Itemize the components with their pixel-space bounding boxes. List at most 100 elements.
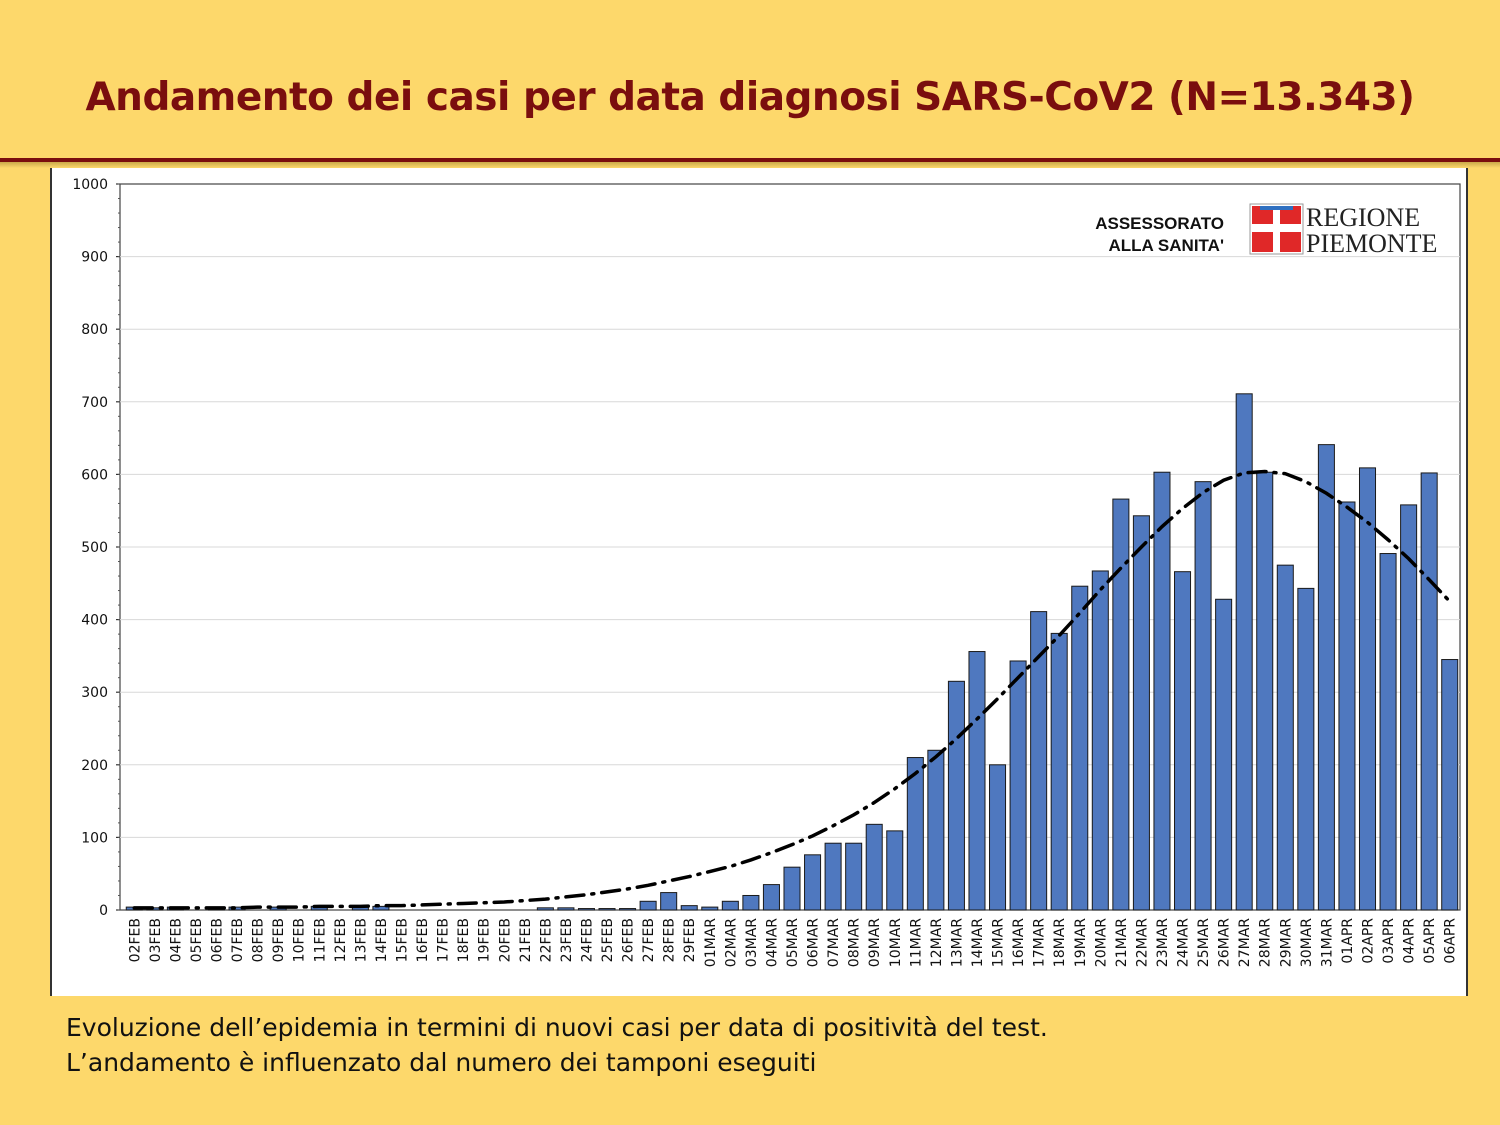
x-tick-label: 11FEB <box>312 918 328 962</box>
y-tick-label: 200 <box>81 758 108 774</box>
x-tick-label: 13FEB <box>353 918 369 962</box>
x-tick-label: 09FEB <box>271 918 287 962</box>
bar-15MAR <box>989 764 1007 911</box>
caption-line-1: Evoluzione dell’epidemia in termini di n… <box>66 1013 1048 1042</box>
x-tick-label: 25FEB <box>600 918 616 962</box>
bar-06APR <box>1441 659 1459 911</box>
bar-10MAR <box>886 830 904 911</box>
bar-27FEB <box>639 900 657 911</box>
y-tick-label: 0 <box>99 903 108 919</box>
caption-line-2: L’andamento è influenzato dal numero dei… <box>66 1048 817 1077</box>
x-tick-label: 02MAR <box>723 918 739 967</box>
x-tick-label: 05MAR <box>785 918 801 967</box>
x-tick-label: 09MAR <box>867 918 883 967</box>
x-tick-label: 26MAR <box>1217 918 1233 967</box>
bar-31MAR <box>1317 444 1335 911</box>
x-tick-label: 03FEB <box>148 918 164 962</box>
bar-29FEB <box>680 905 698 911</box>
trend-line-path <box>132 469 1452 910</box>
x-tick-label: 12FEB <box>333 918 349 962</box>
x-tick-label: 05APR <box>1422 918 1438 964</box>
x-tick-label: 08FEB <box>251 918 267 962</box>
bar-21MAR <box>1112 498 1130 911</box>
x-tick-label: 02FEB <box>127 918 143 962</box>
y-tick-label: 100 <box>81 830 108 846</box>
bar-08MAR <box>845 842 863 911</box>
x-tick-label: 01MAR <box>703 918 719 967</box>
bar-12MAR <box>927 749 945 911</box>
bar-13MAR <box>947 680 965 911</box>
x-tick-label: 07FEB <box>230 918 246 962</box>
x-tick-label: 14FEB <box>374 918 390 962</box>
bar-01APR <box>1338 501 1356 911</box>
bar-26MAR <box>1215 598 1233 911</box>
piemonte-emblem-icon <box>1249 203 1304 255</box>
bar-25FEB <box>598 908 616 911</box>
logo-regione: REGIONE <box>1306 203 1420 232</box>
y-tick-label: 700 <box>81 395 108 411</box>
bar-20MAR <box>1091 570 1109 911</box>
x-tick-label: 24FEB <box>579 918 595 962</box>
x-tick-label: 16FEB <box>415 918 431 962</box>
x-tick-label: 29MAR <box>1278 918 1294 967</box>
bar-05APR <box>1420 472 1438 911</box>
x-axis-labels: 02FEB 03FEB 04FEB 05FEB 06FEB 07FEB 08FEB 09FEB… <box>127 918 1458 967</box>
x-tick-label: 30MAR <box>1299 918 1315 967</box>
bar-06MAR <box>804 854 822 911</box>
x-tick-label: 06APR <box>1443 918 1459 964</box>
bar-28MAR <box>1256 471 1274 911</box>
x-tick-label: 07MAR <box>826 918 842 967</box>
grid-lines <box>119 183 1461 911</box>
x-tick-label: 10FEB <box>292 918 308 962</box>
bars <box>125 393 1459 911</box>
x-tick-label: 19FEB <box>477 918 493 962</box>
x-tick-label: 16MAR <box>1011 918 1027 967</box>
header-divider <box>0 158 1500 162</box>
y-axis: 0 100 200 300 400 500 600 700 800 900 1000 <box>72 177 120 919</box>
y-tick-label: 600 <box>81 467 108 483</box>
logo-assessorato-line1: ASSESSORATO <box>1095 214 1224 233</box>
x-tick-label: 23MAR <box>1155 918 1171 967</box>
slide-header: Andamento dei casi per data diagnosi SAR… <box>0 0 1500 158</box>
x-tick-label: 08MAR <box>847 918 863 967</box>
x-tick-label: 01APR <box>1340 918 1356 964</box>
chart-caption: Evoluzione dell’epidemia in termini di n… <box>66 1010 1466 1080</box>
bar-03MAR <box>742 894 760 911</box>
x-tick-label: 15FEB <box>394 918 410 962</box>
y-tick-label: 900 <box>81 250 108 266</box>
y-tick-label: 800 <box>81 322 108 338</box>
bar-27MAR <box>1235 393 1253 911</box>
bar-16MAR <box>1009 660 1027 911</box>
x-tick-label: 05FEB <box>189 918 205 962</box>
bar-17MAR <box>1030 611 1048 911</box>
x-tick-label: 03APR <box>1381 918 1397 964</box>
bar-07MAR <box>824 842 842 911</box>
bar-01MAR <box>701 906 719 911</box>
x-tick-label: 13MAR <box>949 918 965 967</box>
x-tick-label: 20FEB <box>497 918 513 962</box>
x-tick-label: 26FEB <box>621 918 637 962</box>
bar-19MAR <box>1071 585 1089 911</box>
x-tick-label: 23FEB <box>559 918 575 962</box>
x-tick-label: 22FEB <box>538 918 554 962</box>
x-tick-label: 10MAR <box>888 918 904 967</box>
x-tick-label: 06MAR <box>806 918 822 967</box>
x-tick-label: 03MAR <box>744 918 760 967</box>
bar-03APR <box>1379 553 1397 911</box>
bar-09MAR <box>865 823 883 911</box>
bar-04MAR <box>762 884 780 911</box>
x-tick-label: 28FEB <box>662 918 678 962</box>
regione-piemonte-logo: ASSESSORATO ALLA SANITA' REGIONE PIEMONT… <box>1095 203 1437 258</box>
x-tick-label: 28MAR <box>1258 918 1274 967</box>
header-shadow <box>0 162 1500 168</box>
trend-line <box>132 469 1452 910</box>
bar-25MAR <box>1194 481 1212 911</box>
y-tick-label: 400 <box>81 613 108 629</box>
bar-14FEB <box>372 905 390 911</box>
x-tick-label: 31MAR <box>1319 918 1335 967</box>
bar-04APR <box>1400 504 1418 911</box>
x-tick-label: 15MAR <box>991 918 1007 967</box>
x-tick-label: 24MAR <box>1176 918 1192 967</box>
x-tick-label: 21MAR <box>1114 918 1130 967</box>
bar-24FEB <box>577 908 595 911</box>
